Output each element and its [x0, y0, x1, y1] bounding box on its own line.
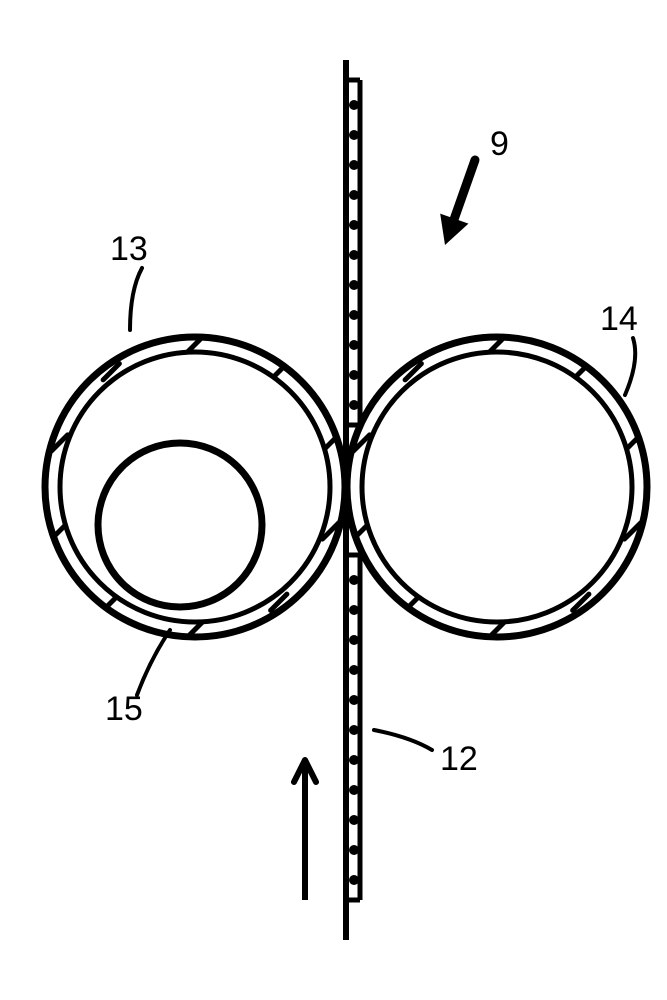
label-12: 12: [440, 740, 478, 778]
svg-text:15: 15: [105, 690, 143, 728]
svg-text:13: 13: [110, 230, 148, 268]
label-9: 9: [490, 125, 509, 163]
svg-text:14: 14: [600, 300, 638, 338]
diagram: 12 13 14 15 9: [0, 0, 667, 1000]
